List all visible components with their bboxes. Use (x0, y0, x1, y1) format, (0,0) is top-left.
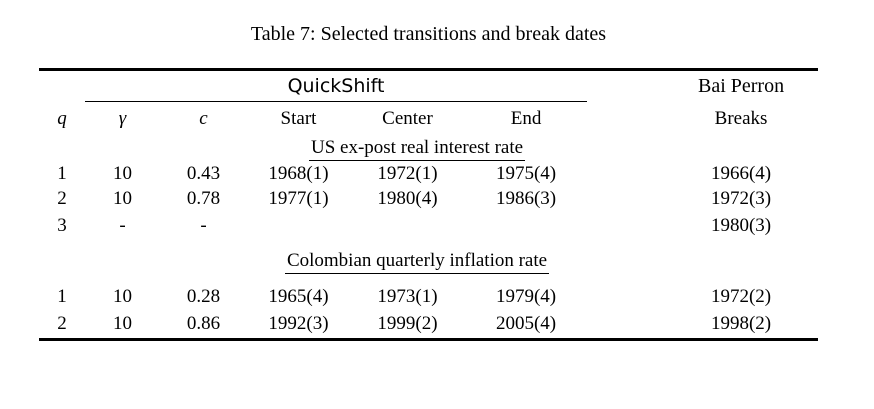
col-header-gamma: γ (118, 108, 127, 130)
cell-gamma: - (119, 214, 126, 236)
empty-cell (39, 240, 247, 285)
cell-breaks: 1972(2) (710, 286, 772, 307)
section-heading-row: Colombian quarterly inflation rate (39, 240, 818, 285)
table-row: 2 10 0.86 1992(3) 1999(2) 2005(4) 1998(2… (39, 310, 818, 340)
results-table: QuickShift Bai Perron q γ c Start Center… (39, 68, 819, 341)
empty-cell (587, 285, 664, 310)
empty-cell (39, 137, 247, 162)
group-header-row: QuickShift Bai Perron (39, 69, 818, 102)
cell-center: 1980(4) (377, 188, 438, 209)
group-header-quickshift: QuickShift (85, 69, 588, 102)
section-heading-colombia: Colombian quarterly inflation rate (247, 240, 587, 285)
cell-q: 2 (57, 188, 67, 209)
cell-end (465, 212, 587, 240)
empty-cell (587, 310, 664, 340)
cell-gamma: 10 (113, 163, 132, 184)
table-row: 1 10 0.43 1968(1) 1972(1) 1975(4) 1966(4… (39, 162, 818, 187)
cell-start: 1992(3) (268, 312, 329, 334)
empty-cell (664, 137, 818, 162)
table-row: 3 - - 1980(3) (39, 212, 818, 240)
cell-c: 0.86 (186, 312, 221, 334)
col-header-end: End (510, 108, 542, 130)
cell-gamma: 10 (113, 312, 132, 334)
cell-breaks: 1966(4) (710, 163, 772, 184)
cell-end: 1986(3) (495, 188, 557, 209)
empty-cell (587, 137, 664, 162)
cell-c: - (200, 214, 207, 236)
column-header-row: q γ c Start Center End Breaks (39, 102, 818, 137)
empty-cell (39, 70, 85, 102)
table-row: 1 10 0.28 1965(4) 1973(1) 1979(4) 1972(2… (39, 285, 818, 310)
cell-start: 1977(1) (268, 188, 329, 209)
cell-q: 1 (57, 286, 67, 307)
cell-end: 2005(4) (495, 312, 557, 334)
table-caption: Table 7: Selected transitions and break … (250, 23, 607, 45)
cell-q: 1 (57, 163, 67, 184)
cell-center: 1972(1) (377, 163, 438, 184)
empty-cell (587, 187, 664, 212)
cell-start (247, 212, 350, 240)
bai-perron-label: Bai Perron (698, 74, 785, 97)
section-heading-colombia-label: Colombian quarterly inflation rate (284, 250, 550, 274)
section-heading-us: US ex-post real interest rate (247, 137, 587, 162)
cell-c: 0.43 (186, 163, 221, 184)
cell-start: 1968(1) (268, 163, 329, 184)
cell-center: 1999(2) (377, 312, 438, 334)
cell-breaks: 1980(3) (710, 214, 772, 236)
cell-gamma: 10 (113, 286, 132, 307)
col-header-q: q (57, 108, 67, 129)
col-header-c: c (199, 108, 208, 130)
empty-cell (587, 212, 664, 240)
cell-end: 1975(4) (495, 163, 557, 184)
cell-center: 1973(1) (377, 286, 438, 307)
cell-q: 3 (57, 214, 67, 236)
cell-start: 1965(4) (268, 286, 329, 307)
cell-center (350, 212, 465, 240)
cell-gamma: 10 (113, 188, 132, 209)
empty-cell (587, 162, 664, 187)
cell-breaks: 1998(2) (710, 312, 772, 334)
section-heading-row: US ex-post real interest rate (39, 137, 818, 162)
cell-breaks: 1972(3) (710, 188, 772, 209)
col-header-start: Start (280, 108, 317, 130)
empty-cell (664, 240, 818, 285)
group-header-bai-perron: Bai Perron (664, 70, 818, 102)
col-header-breaks: Breaks (714, 108, 768, 129)
quickshift-label: QuickShift (287, 74, 385, 97)
empty-cell (587, 102, 664, 137)
col-header-center: Center (382, 108, 433, 130)
cell-q: 2 (57, 312, 67, 334)
table-row: 2 10 0.78 1977(1) 1980(4) 1986(3) 1972(3… (39, 187, 818, 212)
section-heading-us-label: US ex-post real interest rate (308, 137, 526, 161)
empty-cell (587, 240, 664, 285)
empty-cell (587, 70, 664, 102)
cell-c: 0.28 (186, 286, 221, 307)
cell-end: 1979(4) (495, 286, 557, 307)
cell-c: 0.78 (186, 188, 221, 209)
